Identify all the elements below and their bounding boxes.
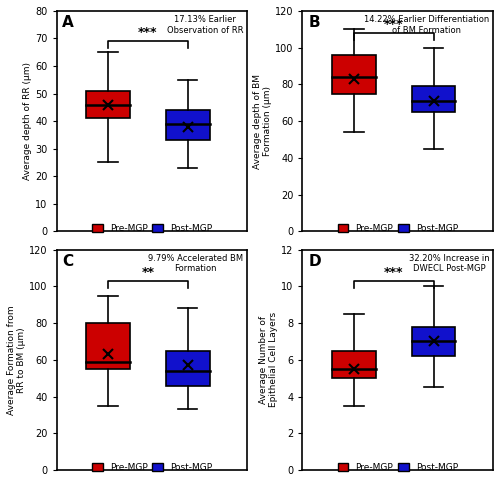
Legend: Pre-MGP, Post-MGP: Pre-MGP, Post-MGP: [92, 224, 212, 233]
Text: ***: ***: [138, 27, 158, 40]
Bar: [332, 55, 376, 94]
Y-axis label: Average Formation from
RR to BM (μm): Average Formation from RR to BM (μm): [7, 305, 26, 415]
Legend: Pre-MGP, Post-MGP: Pre-MGP, Post-MGP: [338, 224, 458, 233]
Y-axis label: Average depth of RR (μm): Average depth of RR (μm): [24, 62, 32, 180]
Legend: Pre-MGP, Post-MGP: Pre-MGP, Post-MGP: [338, 463, 458, 472]
Bar: [166, 110, 210, 141]
Y-axis label: Average depth of BM
Formation (μm): Average depth of BM Formation (μm): [253, 73, 272, 169]
Text: 17.13% Earlier
Observation of RR: 17.13% Earlier Observation of RR: [167, 15, 244, 35]
Legend: Pre-MGP, Post-MGP: Pre-MGP, Post-MGP: [92, 463, 212, 472]
Bar: [86, 91, 130, 118]
Text: 9.79% Accelerated BM
Formation: 9.79% Accelerated BM Formation: [148, 254, 244, 273]
Text: **: **: [142, 266, 154, 279]
Text: ***: ***: [384, 18, 404, 31]
Text: A: A: [62, 15, 74, 30]
Text: B: B: [308, 15, 320, 30]
Text: 32.20% Increase in
DWECL Post-MGP: 32.20% Increase in DWECL Post-MGP: [408, 254, 489, 273]
Bar: [412, 86, 456, 112]
Bar: [332, 351, 376, 378]
Y-axis label: Average Number of
Epithelial Cell Layers: Average Number of Epithelial Cell Layers: [259, 313, 278, 408]
Text: 14.22% Earlier Differentiation
of BM Formation: 14.22% Earlier Differentiation of BM For…: [364, 15, 489, 35]
Bar: [412, 327, 456, 356]
Text: D: D: [308, 254, 321, 269]
Bar: [86, 323, 130, 369]
Text: C: C: [62, 254, 74, 269]
Text: ***: ***: [384, 266, 404, 279]
Bar: [166, 351, 210, 385]
